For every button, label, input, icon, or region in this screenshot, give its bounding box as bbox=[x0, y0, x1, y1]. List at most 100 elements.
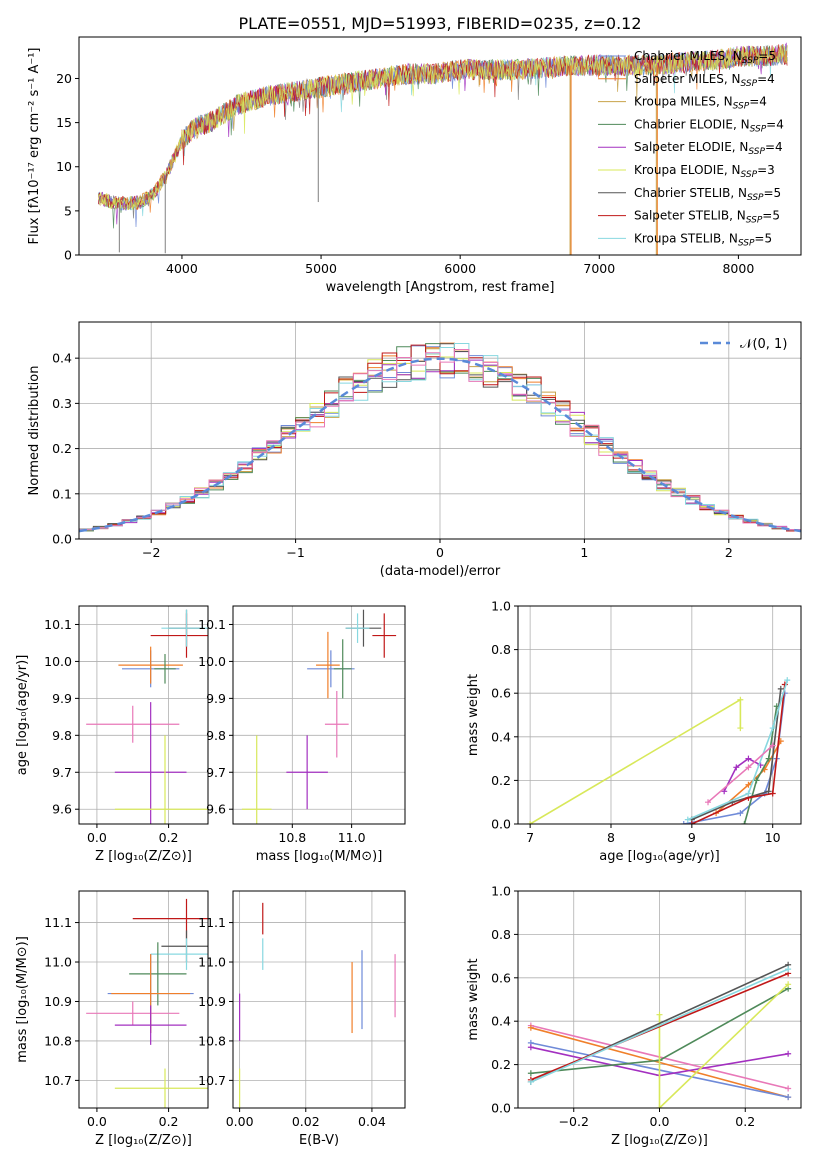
legend-label: Kroupa MILES, NSSP=4 bbox=[634, 95, 767, 112]
y-tick-label: 0.0 bbox=[52, 532, 72, 547]
legend-label: Chabrier STELIB, NSSP=5 bbox=[634, 186, 781, 203]
y-tick-label: 0.2 bbox=[491, 773, 511, 788]
y-tick-label: 10.9 bbox=[198, 994, 226, 1009]
x-tick-label: 8 bbox=[607, 830, 615, 845]
y-tick-label: 11.0 bbox=[198, 955, 226, 970]
panel-age-vs-Z: 0.0 0.2 9.6 9.7 9.8 9.9 10.0 10.1 Z [log₁₀(Z/Z⊙)… bbox=[15, 605, 209, 864]
y-tick-label: 10.0 bbox=[44, 654, 72, 669]
weight-marker bbox=[527, 1024, 534, 1031]
legend-label-gaussian: 𝒩(0, 1) bbox=[740, 337, 787, 352]
axes-frame bbox=[78, 605, 209, 825]
y-tick-label: 10.9 bbox=[44, 994, 72, 1009]
weight-marker bbox=[785, 966, 792, 973]
weight-line bbox=[658, 983, 789, 1108]
weight-marker bbox=[527, 1078, 534, 1085]
plot-area-mass-weight-vs-Z bbox=[527, 961, 792, 1108]
x-tick-label: 5000 bbox=[305, 261, 337, 276]
y-tick-label: 0.4 bbox=[491, 1014, 511, 1029]
weight-marker bbox=[527, 821, 534, 824]
weight-marker bbox=[737, 810, 744, 817]
y-tick-label: 0.1 bbox=[52, 486, 72, 501]
weight-marker bbox=[656, 1105, 663, 1108]
y-tick-label: 9.8 bbox=[52, 728, 72, 743]
y-axis-label: age [log₁₀(age/yr)] bbox=[15, 655, 30, 776]
y-axis-label: mass [log₁₀(M/M⊙)] bbox=[15, 936, 30, 1063]
y-axis-label: mass weight bbox=[466, 674, 481, 756]
weight-marker bbox=[745, 755, 752, 762]
weight-line bbox=[743, 706, 778, 824]
y-tick-label: 11.0 bbox=[44, 955, 72, 970]
x-tick-label: −1 bbox=[286, 545, 304, 560]
x-tick-label: 0.2 bbox=[159, 1114, 179, 1129]
panel-mass-weight-vs-Z: −0.2 0.0 0.2 0.0 0.2 0.4 0.6 0.8 1.0 Z [log₁₀(Z/Z… bbox=[466, 884, 802, 1148]
weight-marker bbox=[680, 821, 687, 824]
x-tick-label: 7 bbox=[526, 830, 534, 845]
y-tick-label: 10.7 bbox=[44, 1073, 72, 1088]
y-tick-label: 9.9 bbox=[206, 691, 226, 706]
y-tick-label: 0.4 bbox=[491, 729, 511, 744]
y-tick-label: 0.6 bbox=[491, 686, 511, 701]
chart-title: PLATE=0551, MJD=51993, FIBERID=0235, z=0… bbox=[238, 14, 641, 33]
y-tick-label: 11.1 bbox=[44, 915, 72, 930]
y-axis-label: Flux [fλ10⁻¹⁷ erg cm⁻² s⁻¹ A⁻¹] bbox=[27, 48, 42, 245]
legend-label: Kroupa ELODIE, NSSP=3 bbox=[634, 163, 775, 180]
weight-marker bbox=[527, 1044, 534, 1051]
weight-marker bbox=[745, 764, 752, 771]
weight-marker bbox=[769, 725, 776, 732]
weight-marker bbox=[784, 677, 791, 684]
gaussian-curve bbox=[79, 357, 801, 533]
panel-mass-vs-Z: 0.0 0.2 10.7 10.8 10.9 11.0 11.1 Z [log₁₀(Z/Z⊙)… bbox=[15, 890, 209, 1148]
weight-marker bbox=[769, 742, 776, 749]
y-tick-label: 9.8 bbox=[206, 728, 226, 743]
plot-area-age-vs-Z bbox=[86, 609, 208, 824]
x-tick-label: 0 bbox=[436, 545, 444, 560]
y-tick-label: 9.9 bbox=[52, 691, 72, 706]
x-tick-label: 0.0 bbox=[87, 830, 107, 845]
plot-area-residuals bbox=[79, 342, 801, 533]
panel-age-vs-mass: 10.8 11.0 9.6 9.7 9.8 9.9 10.0 10.1 mass [log₁₀(… bbox=[198, 605, 406, 864]
axes-frame bbox=[232, 605, 406, 825]
x-axis-label: age [log₁₀(age/yr)] bbox=[599, 849, 720, 864]
y-tick-label: 0.0 bbox=[491, 817, 511, 832]
plot-area-mass-weight-vs-age bbox=[527, 677, 791, 824]
x-tick-label: 2 bbox=[725, 545, 733, 560]
x-axis-label: Z [log₁₀(Z/Z⊙)] bbox=[95, 849, 192, 864]
plot-area-mass-vs-Z bbox=[86, 898, 208, 1108]
weight-marker bbox=[765, 788, 772, 795]
x-tick-label: 10.8 bbox=[278, 830, 306, 845]
x-tick-label: −0.2 bbox=[559, 1114, 589, 1129]
x-tick-label: 0.04 bbox=[358, 1114, 386, 1129]
weight-line bbox=[691, 684, 786, 824]
weight-line bbox=[687, 679, 789, 821]
y-tick-label: 0.8 bbox=[491, 642, 511, 657]
weight-marker bbox=[688, 821, 695, 824]
x-axis-label: E(B-V) bbox=[299, 1133, 339, 1148]
x-tick-label: 0.00 bbox=[226, 1114, 254, 1129]
plot-area-mass-vs-EBV bbox=[239, 902, 396, 1108]
weight-marker bbox=[656, 1011, 663, 1018]
y-tick-label: 9.7 bbox=[206, 765, 226, 780]
axes-frame bbox=[78, 890, 209, 1109]
y-tick-label: 9.6 bbox=[52, 802, 72, 817]
axes-frame bbox=[517, 605, 802, 825]
x-tick-label: 4000 bbox=[166, 261, 198, 276]
weight-marker bbox=[785, 981, 792, 988]
weight-marker bbox=[527, 1070, 534, 1077]
panel-residuals: −2 −1 0 1 2 0.0 0.1 0.2 0.3 0.4 (data-model)/error… bbox=[27, 321, 802, 579]
panel-mass-weight-vs-age: 7 8 9 10 0.0 0.2 0.4 0.6 0.8 1.0 age [log₁₀(age/yr… bbox=[466, 599, 802, 864]
x-tick-label: 7000 bbox=[583, 261, 615, 276]
y-tick-label: 0.2 bbox=[491, 1057, 511, 1072]
plot-area-spectrum bbox=[98, 42, 788, 255]
y-tick-label: 0.4 bbox=[52, 351, 72, 366]
x-tick-label: 0.2 bbox=[159, 830, 179, 845]
panel-spectrum: 4000 5000 6000 7000 8000 0 5 10 15 20 wavelength [… bbox=[27, 36, 802, 295]
weight-marker bbox=[777, 685, 784, 692]
weight-marker bbox=[737, 725, 744, 732]
x-tick-label: 10 bbox=[765, 830, 781, 845]
y-tick-label: 10.8 bbox=[198, 1033, 226, 1048]
x-tick-label: 0.0 bbox=[87, 1114, 107, 1129]
weight-line bbox=[691, 688, 782, 821]
x-tick-label: 0.02 bbox=[292, 1114, 320, 1129]
axes-frame bbox=[232, 890, 406, 1109]
